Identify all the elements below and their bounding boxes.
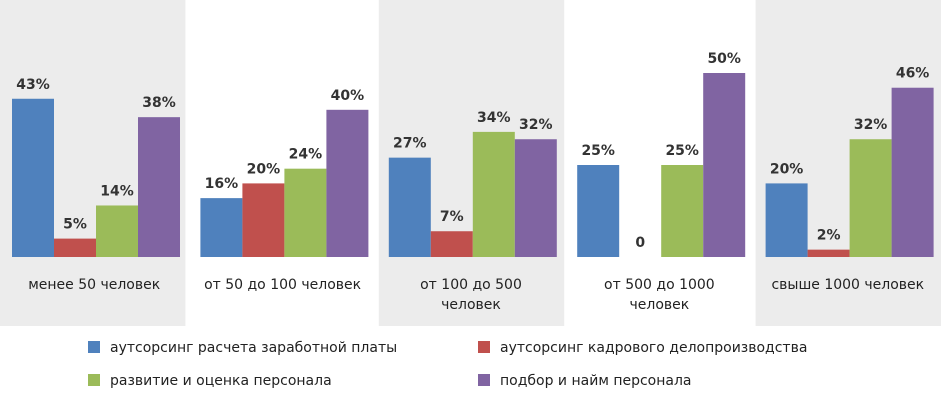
bar	[388, 157, 431, 257]
bar	[242, 183, 285, 257]
x-tick-label: от 500 до 1000 человек	[604, 277, 715, 313]
value-label: 0	[635, 235, 645, 251]
value-label: 32%	[519, 117, 553, 133]
bar	[765, 183, 808, 257]
value-label: 32%	[854, 117, 888, 133]
value-label: 14%	[100, 183, 134, 199]
value-label: 34%	[477, 110, 511, 126]
bar	[12, 98, 54, 257]
legend-item: аутсорсинг расчета заработной платы	[88, 340, 397, 356]
legend-swatch	[478, 341, 490, 353]
bar	[138, 117, 180, 257]
value-label: 7%	[440, 209, 464, 225]
x-tick-label: менее 50 человек	[28, 277, 161, 293]
legend-item: подбор и найм персонала	[478, 373, 692, 389]
legend-swatch	[88, 374, 100, 386]
bar	[326, 109, 369, 257]
legend-swatch	[88, 341, 100, 353]
value-label: 25%	[665, 143, 699, 159]
value-label: 5%	[63, 217, 87, 233]
value-label: 27%	[393, 136, 427, 152]
bar	[54, 238, 96, 257]
bar	[703, 73, 746, 257]
value-label: 20%	[247, 161, 281, 177]
bar	[430, 231, 473, 257]
x-tick-label: от 50 до 100 человек	[204, 277, 362, 293]
legend-label: подбор и найм персонала	[500, 373, 692, 389]
bar	[807, 249, 850, 257]
bar	[96, 205, 138, 257]
value-label: 46%	[896, 66, 930, 82]
value-label: 50%	[707, 51, 741, 67]
legend-item: аутсорсинг кадрового делопроизводства	[478, 340, 807, 356]
bar	[849, 139, 892, 257]
bar	[514, 139, 557, 257]
bar	[661, 165, 704, 257]
legend-item: развитие и оценка персонала	[88, 373, 332, 389]
bar	[200, 198, 243, 257]
value-label: 25%	[581, 143, 615, 159]
bar	[284, 168, 327, 257]
legend-swatch	[478, 374, 490, 386]
value-label: 20%	[770, 161, 804, 177]
value-label: 43%	[16, 77, 50, 93]
value-label: 2%	[817, 228, 841, 244]
bar	[891, 87, 934, 257]
bar	[577, 165, 620, 257]
value-label: 38%	[142, 95, 176, 111]
value-label: 16%	[205, 176, 239, 192]
legend-label: аутсорсинг кадрового делопроизводства	[500, 340, 808, 356]
value-label: 40%	[331, 88, 365, 104]
x-tick-label: свыше 1000 человек	[771, 277, 925, 293]
legend-label: развитие и оценка персонала	[110, 373, 332, 389]
bar	[472, 131, 515, 257]
x-tick-label: от 100 до 500 человек	[420, 277, 522, 313]
legend-label: аутсорсинг расчета заработной платы	[110, 340, 398, 356]
value-label: 24%	[289, 147, 323, 163]
